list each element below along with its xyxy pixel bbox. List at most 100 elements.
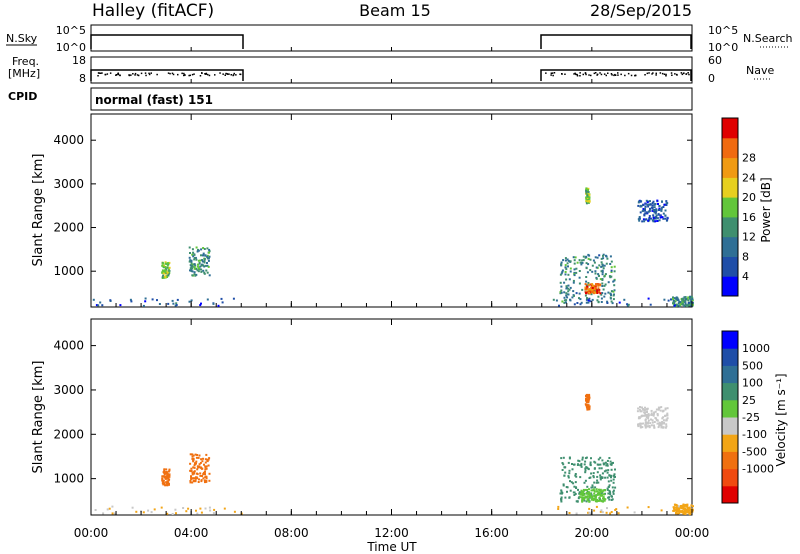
scatter-cell	[683, 505, 686, 508]
scatter-cell	[153, 508, 156, 511]
scatter-cell	[207, 265, 210, 268]
scatter-cell	[193, 273, 196, 276]
scatter-cell	[647, 297, 650, 300]
scatter-cell	[598, 496, 601, 499]
scatter-cell	[564, 259, 567, 262]
scatter-cell	[597, 274, 600, 277]
scatter-cell	[202, 472, 205, 475]
scatter-cell	[197, 481, 200, 483]
scatter-cell	[657, 426, 660, 429]
scatter-cell	[565, 287, 568, 290]
nave-dot	[137, 74, 140, 77]
nsky-tick-bottom: 10^0	[56, 41, 86, 54]
scatter-cell	[119, 304, 122, 307]
scatter-cell	[201, 259, 203, 262]
scatter-cell	[587, 189, 589, 191]
scatter-cell	[600, 467, 603, 470]
scatter-cell	[653, 412, 655, 415]
scatter-cell	[585, 187, 588, 190]
scatter-cell	[208, 506, 211, 509]
scatter-cell	[606, 471, 609, 474]
scatter-cell	[166, 474, 169, 477]
scatter-cell	[596, 471, 599, 474]
scatter-cell	[567, 265, 569, 268]
nave-dot	[624, 74, 626, 77]
scatter-cell	[637, 425, 640, 428]
scatter-cell	[144, 297, 147, 300]
scatter-cell	[167, 302, 170, 305]
scatter-cell	[588, 507, 591, 510]
scatter-cell	[592, 497, 595, 500]
scatter-cell	[564, 273, 567, 276]
scatter-cell	[658, 207, 661, 210]
scatter-cell	[566, 262, 569, 265]
nave-dot	[665, 75, 667, 77]
scatter-cell	[562, 456, 565, 459]
scatter-cell	[652, 216, 655, 219]
scatter-cell	[677, 507, 680, 509]
scatter-cell	[687, 299, 690, 302]
scatter-cell	[581, 288, 584, 291]
scatter-cell	[610, 511, 613, 513]
scatter-cell	[164, 262, 167, 265]
scatter-cell	[645, 211, 648, 214]
scatter-cell	[592, 499, 595, 502]
nave-label: Nave	[746, 64, 774, 77]
scatter-cell	[578, 282, 581, 285]
scatter-cell	[606, 487, 609, 490]
scatter-cell	[191, 481, 194, 484]
scatter-cell	[572, 482, 575, 485]
scatter-cell	[200, 254, 202, 257]
scatter-cell	[590, 489, 593, 492]
scatter-cell	[591, 288, 594, 291]
scatter-cell	[164, 477, 167, 480]
scatter-cell	[562, 484, 565, 487]
scatter-cell	[601, 511, 604, 514]
scatter-cell	[590, 290, 592, 293]
ytick-label: 3000	[53, 383, 84, 397]
nave-dot	[588, 74, 590, 76]
scatter-cell	[661, 417, 664, 420]
scatter-cell	[587, 511, 590, 514]
nave-dot	[574, 72, 576, 75]
scatter-cell	[585, 492, 588, 495]
scatter-cell	[596, 283, 598, 286]
scatter-cell	[664, 414, 666, 417]
scatter-cell	[607, 480, 610, 483]
scatter-cell	[195, 462, 197, 465]
nave-dot	[687, 72, 689, 74]
scatter-cell	[199, 474, 202, 477]
scatter-cell	[663, 203, 666, 206]
scatter-cell	[595, 500, 598, 503]
scatter-cell	[559, 273, 562, 276]
scatter-cell	[599, 494, 602, 497]
scatter-cell	[606, 488, 609, 491]
scatter-cell	[164, 261, 167, 264]
scatter-cell	[588, 197, 591, 200]
scatter-cell	[640, 410, 643, 413]
nave-dot	[659, 72, 662, 74]
scatter-cell	[687, 301, 690, 304]
scatter-cell	[645, 199, 648, 202]
scatter-cell	[586, 408, 589, 411]
scatter-cell	[567, 259, 570, 262]
scatter-cell	[601, 292, 604, 294]
scatter-cell	[200, 248, 203, 251]
scatter-cell	[130, 300, 133, 303]
scatter-cell	[612, 298, 615, 301]
scatter-cell	[613, 476, 616, 478]
scatter-cell	[202, 269, 205, 272]
scatter-cell	[578, 270, 581, 272]
colorbar-tick: -500	[742, 445, 767, 458]
scatter-cell	[588, 500, 591, 503]
scatter-cell	[617, 512, 620, 515]
scatter-cell	[567, 475, 570, 478]
scatter-cell	[593, 494, 596, 497]
scatter-cell	[165, 475, 168, 478]
scatter-cell	[189, 269, 191, 272]
scatter-cell	[594, 498, 597, 501]
scatter-cell	[563, 291, 566, 294]
scatter-cell	[206, 247, 209, 250]
scatter-cell	[601, 271, 604, 274]
scatter-cell	[688, 511, 691, 514]
